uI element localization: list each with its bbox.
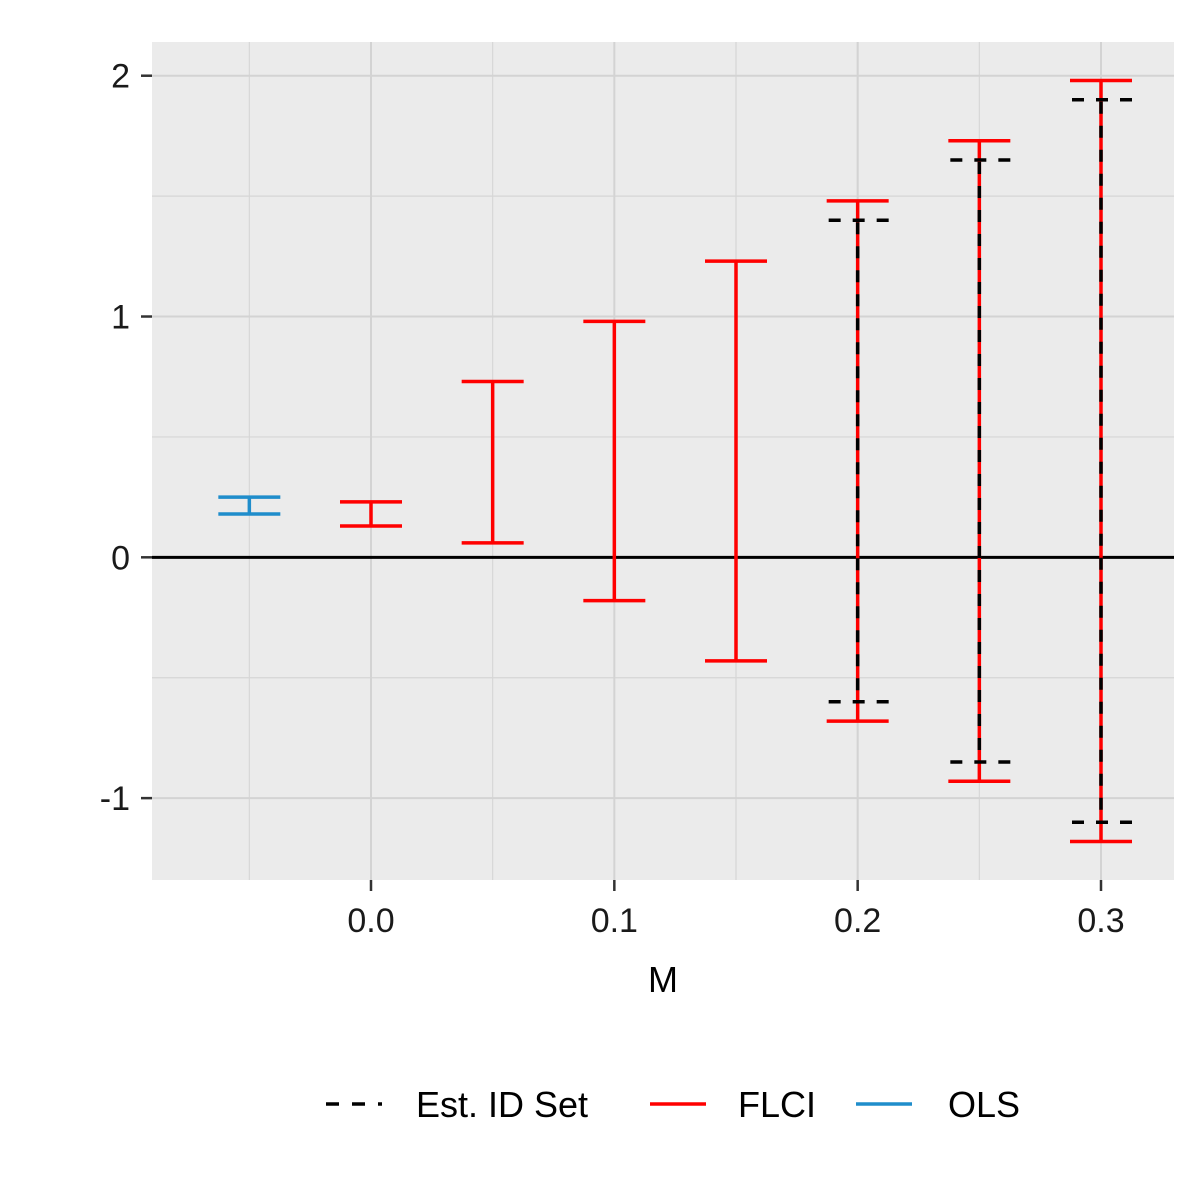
error-bars <box>218 78 1132 844</box>
x-tick-label: 0.3 <box>1077 902 1124 940</box>
y-tick-label: -1 <box>100 780 130 818</box>
y-tick-label: 0 <box>111 539 130 577</box>
y-tick-label: 2 <box>111 58 130 96</box>
series-est-id-set <box>826 98 1132 824</box>
legend-item: Est. ID Set <box>326 1084 588 1125</box>
x-tick-label: 0.0 <box>347 902 394 940</box>
x-tick-label: 0.2 <box>834 902 881 940</box>
series-ols <box>218 495 281 516</box>
y-tick-label: 1 <box>111 299 130 337</box>
legend-label: Est. ID Set <box>416 1084 588 1125</box>
x-tick-label: 0.1 <box>591 902 638 940</box>
legend-item: OLS <box>856 1084 1020 1125</box>
panel-background <box>152 42 1174 880</box>
x-axis-title: M <box>648 959 678 1000</box>
legend-item: FLCI <box>650 1084 816 1125</box>
x-axis: 0.0 0.1 0.2 0.3 <box>347 880 1125 940</box>
y-axis: -1 0 1 2 <box>100 58 152 818</box>
legend-label: FLCI <box>738 1084 816 1125</box>
legend-label: OLS <box>948 1084 1020 1125</box>
legend: Est. ID Set FLCI OLS <box>326 1084 1020 1125</box>
